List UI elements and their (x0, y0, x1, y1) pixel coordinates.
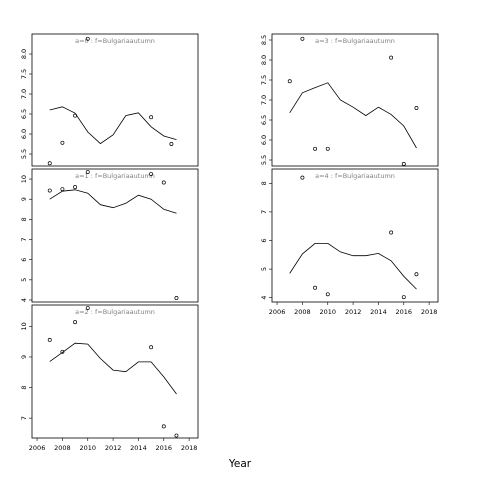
x-tick-label: 2018 (421, 308, 438, 316)
y-tick-label: 5 (20, 278, 28, 282)
data-point (149, 172, 154, 176)
data-point (174, 296, 179, 300)
y-tick-label: 5 (260, 267, 268, 271)
panel-1: a=3 : f=Bulgariaautumn 5.5 6.0 6.5 7.0 7.5 8.0… (260, 33, 439, 167)
x-tick-label: 2014 (370, 308, 387, 316)
x-tick-label: 2018 (181, 444, 198, 452)
smooth-line (49, 189, 177, 214)
panel-3: a=4 : f=Bulgariaautumn 4 5 6 7 8 2006 2008 2010 2… (260, 168, 439, 316)
data-point (389, 55, 394, 60)
data-point (149, 115, 154, 120)
data-point (73, 113, 78, 118)
x-tick-label: 2012 (345, 308, 362, 316)
x-tick-label: 2016 (396, 308, 413, 316)
y-tick-label: 6.5 (20, 109, 28, 119)
y-tick-label: 8.5 (260, 35, 268, 45)
data-point (47, 188, 52, 193)
y-tick-label: 8.0 (20, 49, 28, 59)
x-tick-label: 2010 (319, 308, 336, 316)
data-point (401, 162, 406, 166)
data-point (174, 433, 179, 438)
y-tick-label: 6 (20, 258, 28, 262)
data-point (60, 349, 65, 354)
data-point (169, 142, 174, 146)
data-point (149, 345, 154, 350)
panel-frame (271, 33, 439, 167)
data-point (60, 187, 65, 192)
y-tick-label: 8.0 (260, 55, 268, 65)
y-tick-label: 7.0 (20, 89, 28, 99)
x-axis-title: Year (228, 458, 252, 470)
panel-2: a=1 : f=Bulgariaautumn 4 5 6 7 8 9 10 (20, 168, 199, 303)
x-tick-label: 2016 (156, 444, 173, 452)
panel-strip-label: a=3 : f=Bulgariaautumn (315, 37, 395, 45)
y-tick-label: 8 (20, 385, 28, 389)
x-tick-label: 2012 (105, 444, 122, 452)
data-point (85, 36, 90, 41)
y-tick-label: 7 (20, 416, 28, 420)
panel-strip-label: a=2 : f=Bulgariaautumn (75, 308, 155, 316)
y-tick-label: 6 (260, 238, 268, 242)
data-point (300, 175, 305, 180)
y-tick-label: 10 (20, 175, 28, 183)
data-point (313, 146, 318, 151)
data-point (401, 295, 406, 300)
panel-frame (31, 168, 199, 303)
x-tick-label: 2008 (294, 308, 311, 316)
y-tick-label: 7 (20, 237, 28, 241)
panel-strip-label: a=4 : f=Bulgariaautumn (315, 172, 395, 180)
data-point (85, 170, 90, 174)
data-point (85, 306, 90, 311)
y-tick-label: 10 (20, 322, 28, 330)
y-tick-label: 7.5 (20, 69, 28, 79)
smooth-line (289, 243, 417, 290)
panel-frame (31, 304, 199, 439)
data-point (47, 161, 52, 166)
data-point (60, 140, 65, 145)
x-tick-label: 2006 (269, 308, 286, 316)
y-tick-label: 5.5 (20, 149, 28, 159)
smooth-line (289, 82, 417, 149)
data-point (414, 272, 419, 277)
data-point (414, 106, 419, 110)
panel-frame (271, 168, 439, 303)
y-tick-label: 9 (20, 355, 28, 359)
data-point (161, 424, 166, 429)
panel-frame (31, 33, 199, 167)
y-tick-label: 7 (260, 210, 268, 214)
y-tick-label: 6.5 (260, 115, 268, 125)
data-point (287, 79, 292, 84)
smooth-line (49, 106, 177, 145)
x-tick-label: 2010 (79, 444, 96, 452)
data-point (313, 285, 318, 290)
y-tick-label: 9 (20, 197, 28, 201)
data-point (161, 180, 166, 185)
y-tick-label: 6.0 (20, 129, 28, 139)
y-tick-label: 5.5 (260, 155, 268, 165)
y-tick-label: 4 (260, 296, 268, 300)
y-tick-label: 6.0 (260, 135, 268, 145)
data-point (325, 146, 330, 151)
data-point (389, 230, 394, 235)
panel-strip-label: a=1 : f=Bulgariaautumn (75, 172, 155, 180)
y-tick-label: 8 (20, 217, 28, 221)
x-tick-label: 2006 (29, 444, 46, 452)
data-point (73, 320, 78, 325)
y-tick-label: 7.0 (260, 95, 268, 105)
panel-0: a=0 : f=Bulgariaautumn 5.5 6.0 6.5 7.0 7.5 8.0 (20, 33, 199, 167)
data-point (300, 36, 305, 41)
y-tick-label: 7.5 (260, 75, 268, 85)
smooth-line (49, 342, 177, 395)
data-point (47, 337, 52, 342)
x-tick-label: 2008 (54, 444, 71, 452)
y-tick-label: 8 (260, 181, 268, 185)
x-tick-label: 2014 (130, 444, 147, 452)
data-point (325, 292, 330, 297)
panel-strip-label: a=0 : f=Bulgariaautumn (75, 37, 155, 45)
y-tick-label: 4 (20, 298, 28, 302)
panel-4: a=2 : f=Bulgariaautumn 7 8 9 10 2006 2008 2010 2… (20, 304, 199, 452)
data-point (73, 185, 78, 190)
